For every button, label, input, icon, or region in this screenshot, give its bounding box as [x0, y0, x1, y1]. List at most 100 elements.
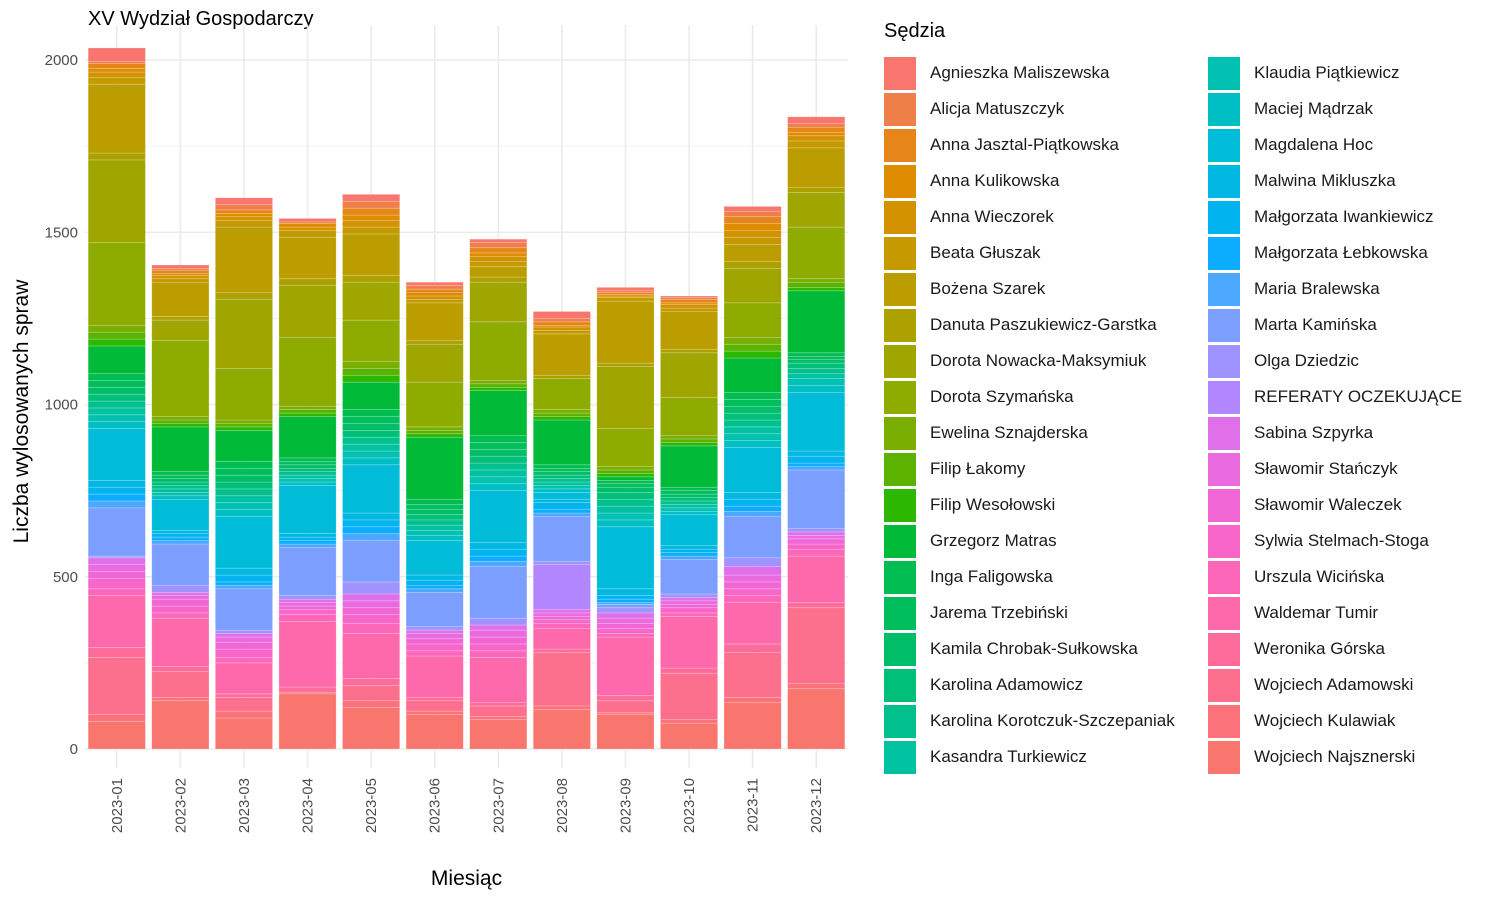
legend-label: Grzegorz Matras — [930, 531, 1057, 550]
bar-segment — [342, 226, 401, 235]
bar-segment — [723, 595, 782, 603]
bar-segment — [469, 380, 528, 385]
legend-item: Grzegorz Matras — [884, 523, 1208, 559]
bar-segment — [278, 693, 337, 750]
bar-segment — [405, 540, 464, 576]
bar-segment — [532, 467, 591, 472]
bar-segment — [723, 211, 782, 218]
bar-segment — [342, 622, 401, 634]
legend-item: Kamila Chrobak-Sułkowska — [884, 631, 1208, 667]
bar-segment — [87, 242, 146, 326]
bar-stack — [405, 281, 464, 750]
bar-segment — [87, 400, 146, 409]
bar-segment — [787, 466, 846, 471]
bar-segment — [151, 697, 210, 702]
bar-segment — [787, 226, 846, 280]
bar-segment — [532, 612, 591, 617]
x-axis-ticks: 2023-01 2023-02 2023-03 2023-04 2023-05 2023-… — [109, 778, 825, 833]
bar-segment — [87, 373, 146, 381]
legend-label: Olga Dziedzic — [1254, 351, 1359, 370]
legend-item: Anna Wieczorek — [884, 199, 1208, 235]
bar-segment — [87, 345, 146, 374]
bar-segment — [532, 560, 591, 565]
bar-segment — [787, 455, 846, 464]
bar-segment — [405, 700, 464, 712]
legend-label: REFERATY OCZEKUJĄCE — [1254, 387, 1463, 406]
bar-segment — [723, 516, 782, 559]
bar-segment — [405, 509, 464, 516]
bar-segment — [660, 307, 718, 312]
bar-segment — [215, 581, 273, 586]
bar-segment — [532, 471, 591, 476]
x-tick-label: 2023-05 — [363, 778, 380, 833]
bar-segment — [469, 247, 528, 254]
bar-segment — [342, 526, 401, 534]
bar-segment — [342, 593, 401, 602]
legend-label: Kamila Chrobak-Sułkowska — [930, 639, 1138, 658]
bar-segment — [278, 474, 337, 479]
bar-segment — [469, 657, 528, 703]
bar-segment — [405, 295, 464, 300]
bar-segment — [660, 493, 718, 498]
bar-segment — [660, 311, 718, 350]
bar-segment — [342, 194, 401, 202]
legend-label: Filip Wesołowski — [930, 495, 1056, 514]
bar-segment — [278, 457, 337, 462]
bar-segment — [469, 252, 528, 257]
bar-segment — [87, 486, 146, 495]
bar-segment — [405, 650, 464, 657]
bar-segment — [660, 555, 718, 560]
bar-segment — [151, 495, 210, 500]
bar-segment — [151, 316, 210, 321]
x-tick-label: 2023-09 — [617, 778, 634, 833]
bar-segment — [87, 578, 146, 590]
legend-swatch — [884, 380, 916, 414]
legend-swatch — [884, 164, 916, 198]
bar-segment — [87, 647, 146, 659]
bar-segment — [278, 533, 337, 538]
legend-swatch — [1208, 452, 1240, 486]
bar-segment — [342, 319, 401, 362]
bar-segment — [469, 383, 528, 388]
bar-segment — [532, 478, 591, 483]
bar-segment — [596, 628, 655, 634]
bar-segment — [723, 223, 782, 231]
bar-segment — [787, 469, 846, 529]
legend-label: Małgorzata Łebkowska — [1254, 243, 1428, 262]
bar-segment — [660, 672, 718, 721]
bar-segment — [723, 244, 782, 262]
bar-segment — [215, 213, 273, 218]
bar-segment — [405, 591, 464, 628]
bar-segment — [342, 200, 401, 209]
bar-segment — [787, 535, 846, 540]
bar-segment — [660, 352, 718, 398]
bar-segment — [532, 509, 591, 514]
bar-segment — [87, 571, 146, 579]
legend-item: Bożena Szarek — [884, 271, 1208, 307]
bar-segment — [596, 505, 655, 514]
bar-segment — [151, 700, 210, 750]
bar-segment — [278, 595, 337, 600]
bar-segment — [278, 614, 337, 622]
bar-segment — [215, 299, 273, 369]
legend-item: Waldemar Tumir — [1208, 595, 1500, 631]
legend-item: Inga Faligowska — [884, 559, 1208, 595]
bar-segment — [278, 621, 337, 688]
bar-segment — [723, 216, 782, 224]
legend-item: Danuta Paszukiewicz-Garstka — [884, 307, 1208, 343]
legend-swatch — [1208, 92, 1240, 126]
bar-segment — [278, 337, 337, 407]
bar-segment — [215, 488, 273, 497]
legend-item: Dorota Szymańska — [884, 379, 1208, 415]
bar-segment — [151, 471, 210, 476]
bar-segment — [723, 337, 782, 345]
bar-segment — [342, 219, 401, 228]
bar-segment — [215, 419, 273, 424]
bar-segment — [787, 602, 846, 609]
legend-swatch — [884, 200, 916, 234]
bar-segment — [215, 633, 273, 638]
bar-segment — [723, 230, 782, 238]
bar-segment — [405, 588, 464, 593]
bar-segment — [151, 543, 210, 586]
bar-segment — [405, 629, 464, 634]
